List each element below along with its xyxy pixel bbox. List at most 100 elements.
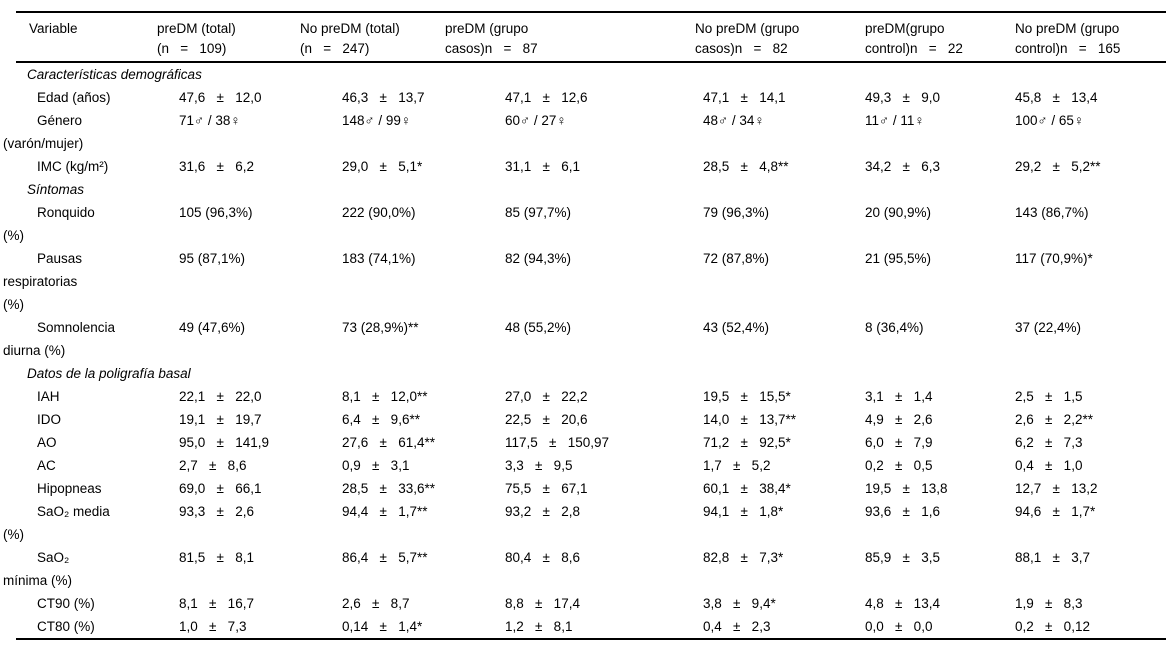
value-cell: 94,4 ± 1,7**: [300, 500, 445, 546]
cell-value: 85 (97,7%): [505, 205, 572, 220]
column-header-no-predm-total: No preDM (total) (n = 247): [300, 12, 445, 63]
cell-value: 48♂ / 34♀: [703, 113, 765, 128]
cell-value: 2,5 ± 1,5: [1015, 389, 1083, 404]
section-label: Síntomas: [27, 182, 85, 197]
table-row: Somnolencia diurna (%) 49 (47,6%) 73 (28,9…: [3, 316, 1166, 362]
row-label: Género (varón/mujer): [3, 113, 84, 151]
table-row: IMC (kg/m²) 31,6 ± 6,2 29,0 ± 5,1* 31,1 ± 6…: [16, 155, 1166, 178]
cell-value: 4,8 ± 13,4: [865, 596, 940, 611]
cell-value: 2,7 ± 8,6: [179, 458, 247, 473]
row-label: Somnolencia diurna (%): [3, 320, 116, 358]
value-cell: 72 (87,8%): [695, 247, 865, 316]
cell-value: 95,0 ± 141,9: [179, 435, 269, 450]
value-cell: 46,3 ± 13,7: [300, 86, 445, 109]
cell-value: 31,1 ± 6,1: [505, 159, 580, 174]
value-cell: 71,2 ± 92,5*: [695, 431, 865, 454]
value-cell: 2,6 ± 8,7: [300, 592, 445, 615]
table-row: AO 95,0 ± 141,9 27,6 ± 61,4** 117,5 ± 150,9…: [16, 431, 1166, 454]
value-cell: 86,4 ± 5,7**: [300, 546, 445, 592]
row-label: IDO: [37, 412, 62, 427]
cell-value: 75,5 ± 67,1: [505, 481, 588, 496]
value-cell: 85,9 ± 3,5: [865, 546, 1015, 592]
value-cell: 80,4 ± 8,6: [445, 546, 695, 592]
value-cell: 20 (90,9%): [865, 201, 1015, 247]
cell-value: 105 (96,3%): [179, 205, 253, 220]
value-cell: 100♂ / 65♀: [1015, 109, 1166, 155]
value-cell: 2,6 ± 2,2**: [1015, 408, 1166, 431]
cell-value: 8,1 ± 12,0**: [342, 389, 428, 404]
section-label: Características demográficas: [27, 67, 202, 82]
table-row: CT80 (%) 1,0 ± 7,3 0,14 ± 1,4* 1,2 ± 8,1 0,4…: [16, 615, 1166, 639]
cell-value: 117 (70,9%)*: [1015, 251, 1093, 266]
cell-value: 93,6 ± 1,6: [865, 504, 940, 519]
variable-cell: IAH: [16, 385, 157, 408]
cell-value: 71♂ / 38♀: [179, 113, 241, 128]
table-row: Género (varón/mujer) 71♂ / 38♀ 148♂ / 99♀ 6…: [3, 109, 1166, 155]
header-line-2: casos)n = 82: [695, 41, 788, 56]
cell-value: 0,14 ± 1,4*: [342, 619, 423, 634]
value-cell: 3,3 ± 9,5: [445, 454, 695, 477]
variable-cell: CT80 (%): [16, 615, 157, 639]
value-cell: 148♂ / 99♀: [300, 109, 445, 155]
cell-value: 28,5 ± 4,8**: [703, 159, 789, 174]
cell-value: 88,1 ± 3,7: [1015, 550, 1090, 565]
cell-value: 81,5 ± 8,1: [179, 550, 254, 565]
header-line-2: casos)n = 87: [445, 41, 538, 56]
cell-value: 0,9 ± 3,1: [342, 458, 410, 473]
value-cell: 73 (28,9%)**: [300, 316, 445, 362]
cell-value: 29,2 ± 5,2**: [1015, 159, 1101, 174]
value-cell: 8 (36,4%): [865, 316, 1015, 362]
value-cell: 85 (97,7%): [445, 201, 695, 247]
value-cell: 82,8 ± 7,3*: [695, 546, 865, 592]
value-cell: 19,1 ± 19,7: [157, 408, 300, 431]
variable-cell: Ronquido (%): [3, 201, 157, 247]
value-cell: 94,6 ± 1,7*: [1015, 500, 1166, 546]
row-label: CT80 (%): [37, 619, 95, 634]
value-cell: 47,6 ± 12,0: [157, 86, 300, 109]
value-cell: 75,5 ± 67,1: [445, 477, 695, 500]
cell-value: 27,6 ± 61,4**: [342, 435, 435, 450]
table-row: Edad (años) 47,6 ± 12,0 46,3 ± 13,7 47,1 ± …: [16, 86, 1166, 109]
row-label: Hipopneas: [37, 481, 102, 496]
value-cell: 48♂ / 34♀: [695, 109, 865, 155]
cell-value: 69,0 ± 66,1: [179, 481, 262, 496]
header-line-1: preDM (grupo: [445, 21, 529, 36]
section-label: Datos de la poligrafía basal: [27, 366, 191, 381]
value-cell: 37 (22,4%): [1015, 316, 1166, 362]
cell-value: 47,1 ± 14,1: [703, 90, 786, 105]
header-line-2: control)n = 165: [1015, 41, 1121, 56]
section-row: Síntomas: [16, 178, 1166, 201]
variable-cell: CT90 (%): [16, 592, 157, 615]
cell-value: 85,9 ± 3,5: [865, 550, 940, 565]
value-cell: 117 (70,9%)*: [1015, 247, 1166, 316]
value-cell: 93,6 ± 1,6: [865, 500, 1015, 546]
cell-value: 3,8 ± 9,4*: [703, 596, 776, 611]
value-cell: 21 (95,5%): [865, 247, 1015, 316]
value-cell: 31,6 ± 6,2: [157, 155, 300, 178]
variable-cell: Pausas respiratorias (%): [3, 247, 157, 316]
row-label: Ronquido (%): [3, 205, 95, 243]
value-cell: 48 (55,2%): [445, 316, 695, 362]
value-cell: 19,5 ± 15,5*: [695, 385, 865, 408]
cell-value: 31,6 ± 6,2: [179, 159, 254, 174]
value-cell: 27,6 ± 61,4**: [300, 431, 445, 454]
cell-value: 143 (86,7%): [1015, 205, 1089, 220]
value-cell: 8,1 ± 12,0**: [300, 385, 445, 408]
value-cell: 31,1 ± 6,1: [445, 155, 695, 178]
cell-value: 20 (90,9%): [865, 205, 932, 220]
cell-value: 0,4 ± 1,0: [1015, 458, 1083, 473]
cell-value: 2,6 ± 8,7: [342, 596, 410, 611]
cell-value: 47,1 ± 12,6: [505, 90, 588, 105]
value-cell: 6,2 ± 7,3: [1015, 431, 1166, 454]
value-cell: 2,7 ± 8,6: [157, 454, 300, 477]
value-cell: 0,4 ± 2,3: [695, 615, 865, 639]
value-cell: 93,2 ± 2,8: [445, 500, 695, 546]
value-cell: 1,7 ± 5,2: [695, 454, 865, 477]
header-line-1: No preDM (total): [300, 21, 400, 36]
cell-value: 183 (74,1%): [342, 251, 416, 266]
value-cell: 4,8 ± 13,4: [865, 592, 1015, 615]
row-label: Edad (años): [37, 90, 111, 105]
cell-value: 72 (87,8%): [703, 251, 770, 266]
column-header-no-predm-casos: No preDM (grupo casos)n = 82: [695, 12, 865, 63]
variable-cell: IMC (kg/m²): [16, 155, 157, 178]
